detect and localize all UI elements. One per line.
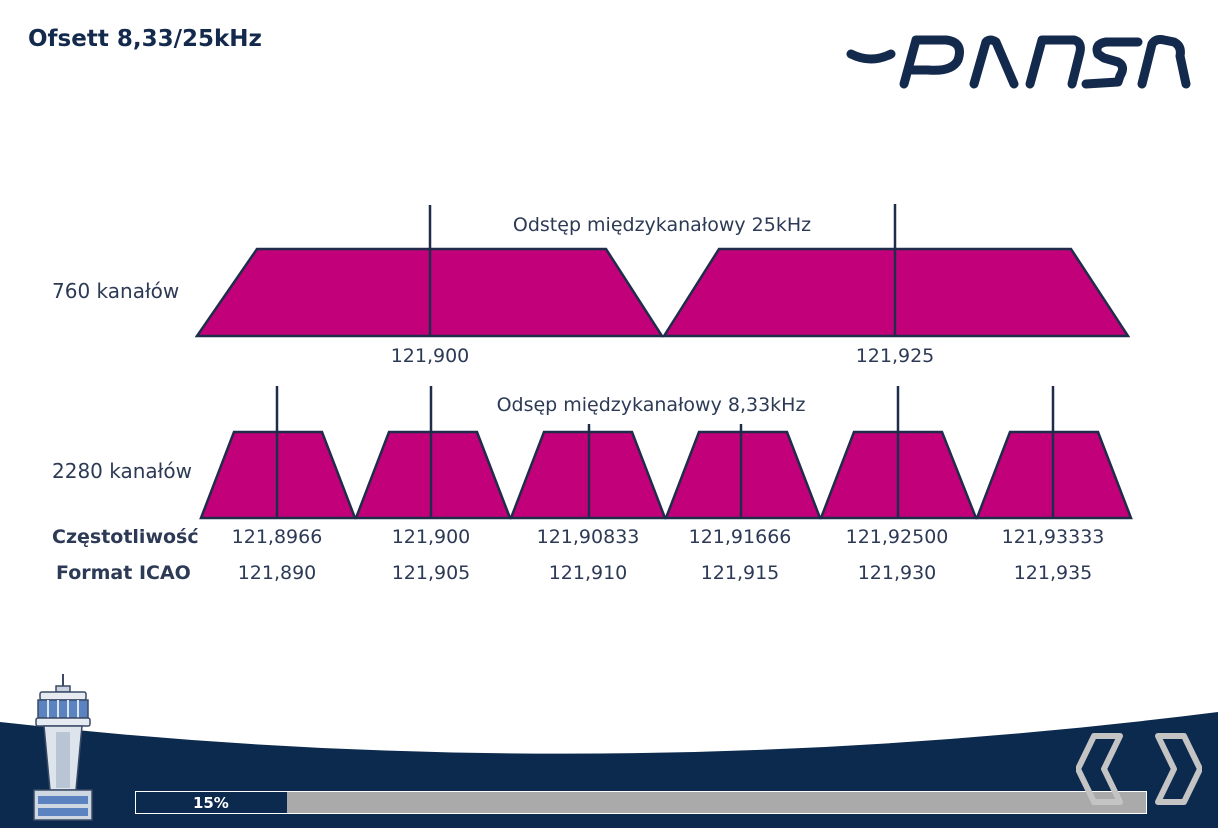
top-row-label: 760 kanałów <box>52 279 179 303</box>
channel-833-icao-6: 121,935 <box>1014 562 1093 584</box>
bottom-row-label: 2280 kanałów <box>52 459 192 483</box>
channel-25-freq-2: 121,925 <box>856 345 935 367</box>
prev-button[interactable] <box>1076 732 1138 806</box>
next-button[interactable] <box>1140 732 1202 806</box>
bottom-spacing-label: Odsęp międzykanałowy 8,33kHz <box>497 394 806 416</box>
page-title: Ofsett 8,33/25kHz <box>28 26 262 52</box>
channel-833-freq-5: 121,92500 <box>846 526 949 548</box>
channel-833-freq-1: 121,8966 <box>232 526 323 548</box>
channel-833-icao-4: 121,915 <box>701 562 780 584</box>
chevron-right-icon <box>1155 733 1202 805</box>
frequency-row-label: Częstotliwość <box>52 526 199 548</box>
channel-25-freq-1: 121,900 <box>391 345 470 367</box>
channel-833-icao-3: 121,910 <box>549 562 628 584</box>
channel-833-shape-4 <box>664 430 822 520</box>
chevron-left-icon <box>1076 733 1123 805</box>
channel-833-freq-2: 121,900 <box>392 526 471 548</box>
progress-label: 15% <box>192 793 229 812</box>
channel-833-shape-2 <box>354 430 512 520</box>
channel-833-icao-2: 121,905 <box>392 562 471 584</box>
progress-bar: 15% <box>135 791 1147 814</box>
channel-833-icao-5: 121,930 <box>858 562 937 584</box>
pansa-logo <box>846 35 1191 89</box>
top-spacing-label: Odstęp międzykanałowy 25kHz <box>513 214 811 236</box>
channel-833-freq-3: 121,90833 <box>537 526 640 548</box>
channel-833-freq-6: 121,93333 <box>1002 526 1105 548</box>
progress-fill <box>135 791 287 814</box>
channel-833-icao-1: 121,890 <box>238 562 317 584</box>
control-tower-icon <box>33 674 93 821</box>
icao-row-label: Format ICAO <box>56 562 191 584</box>
channel-833-freq-4: 121,91666 <box>689 526 792 548</box>
